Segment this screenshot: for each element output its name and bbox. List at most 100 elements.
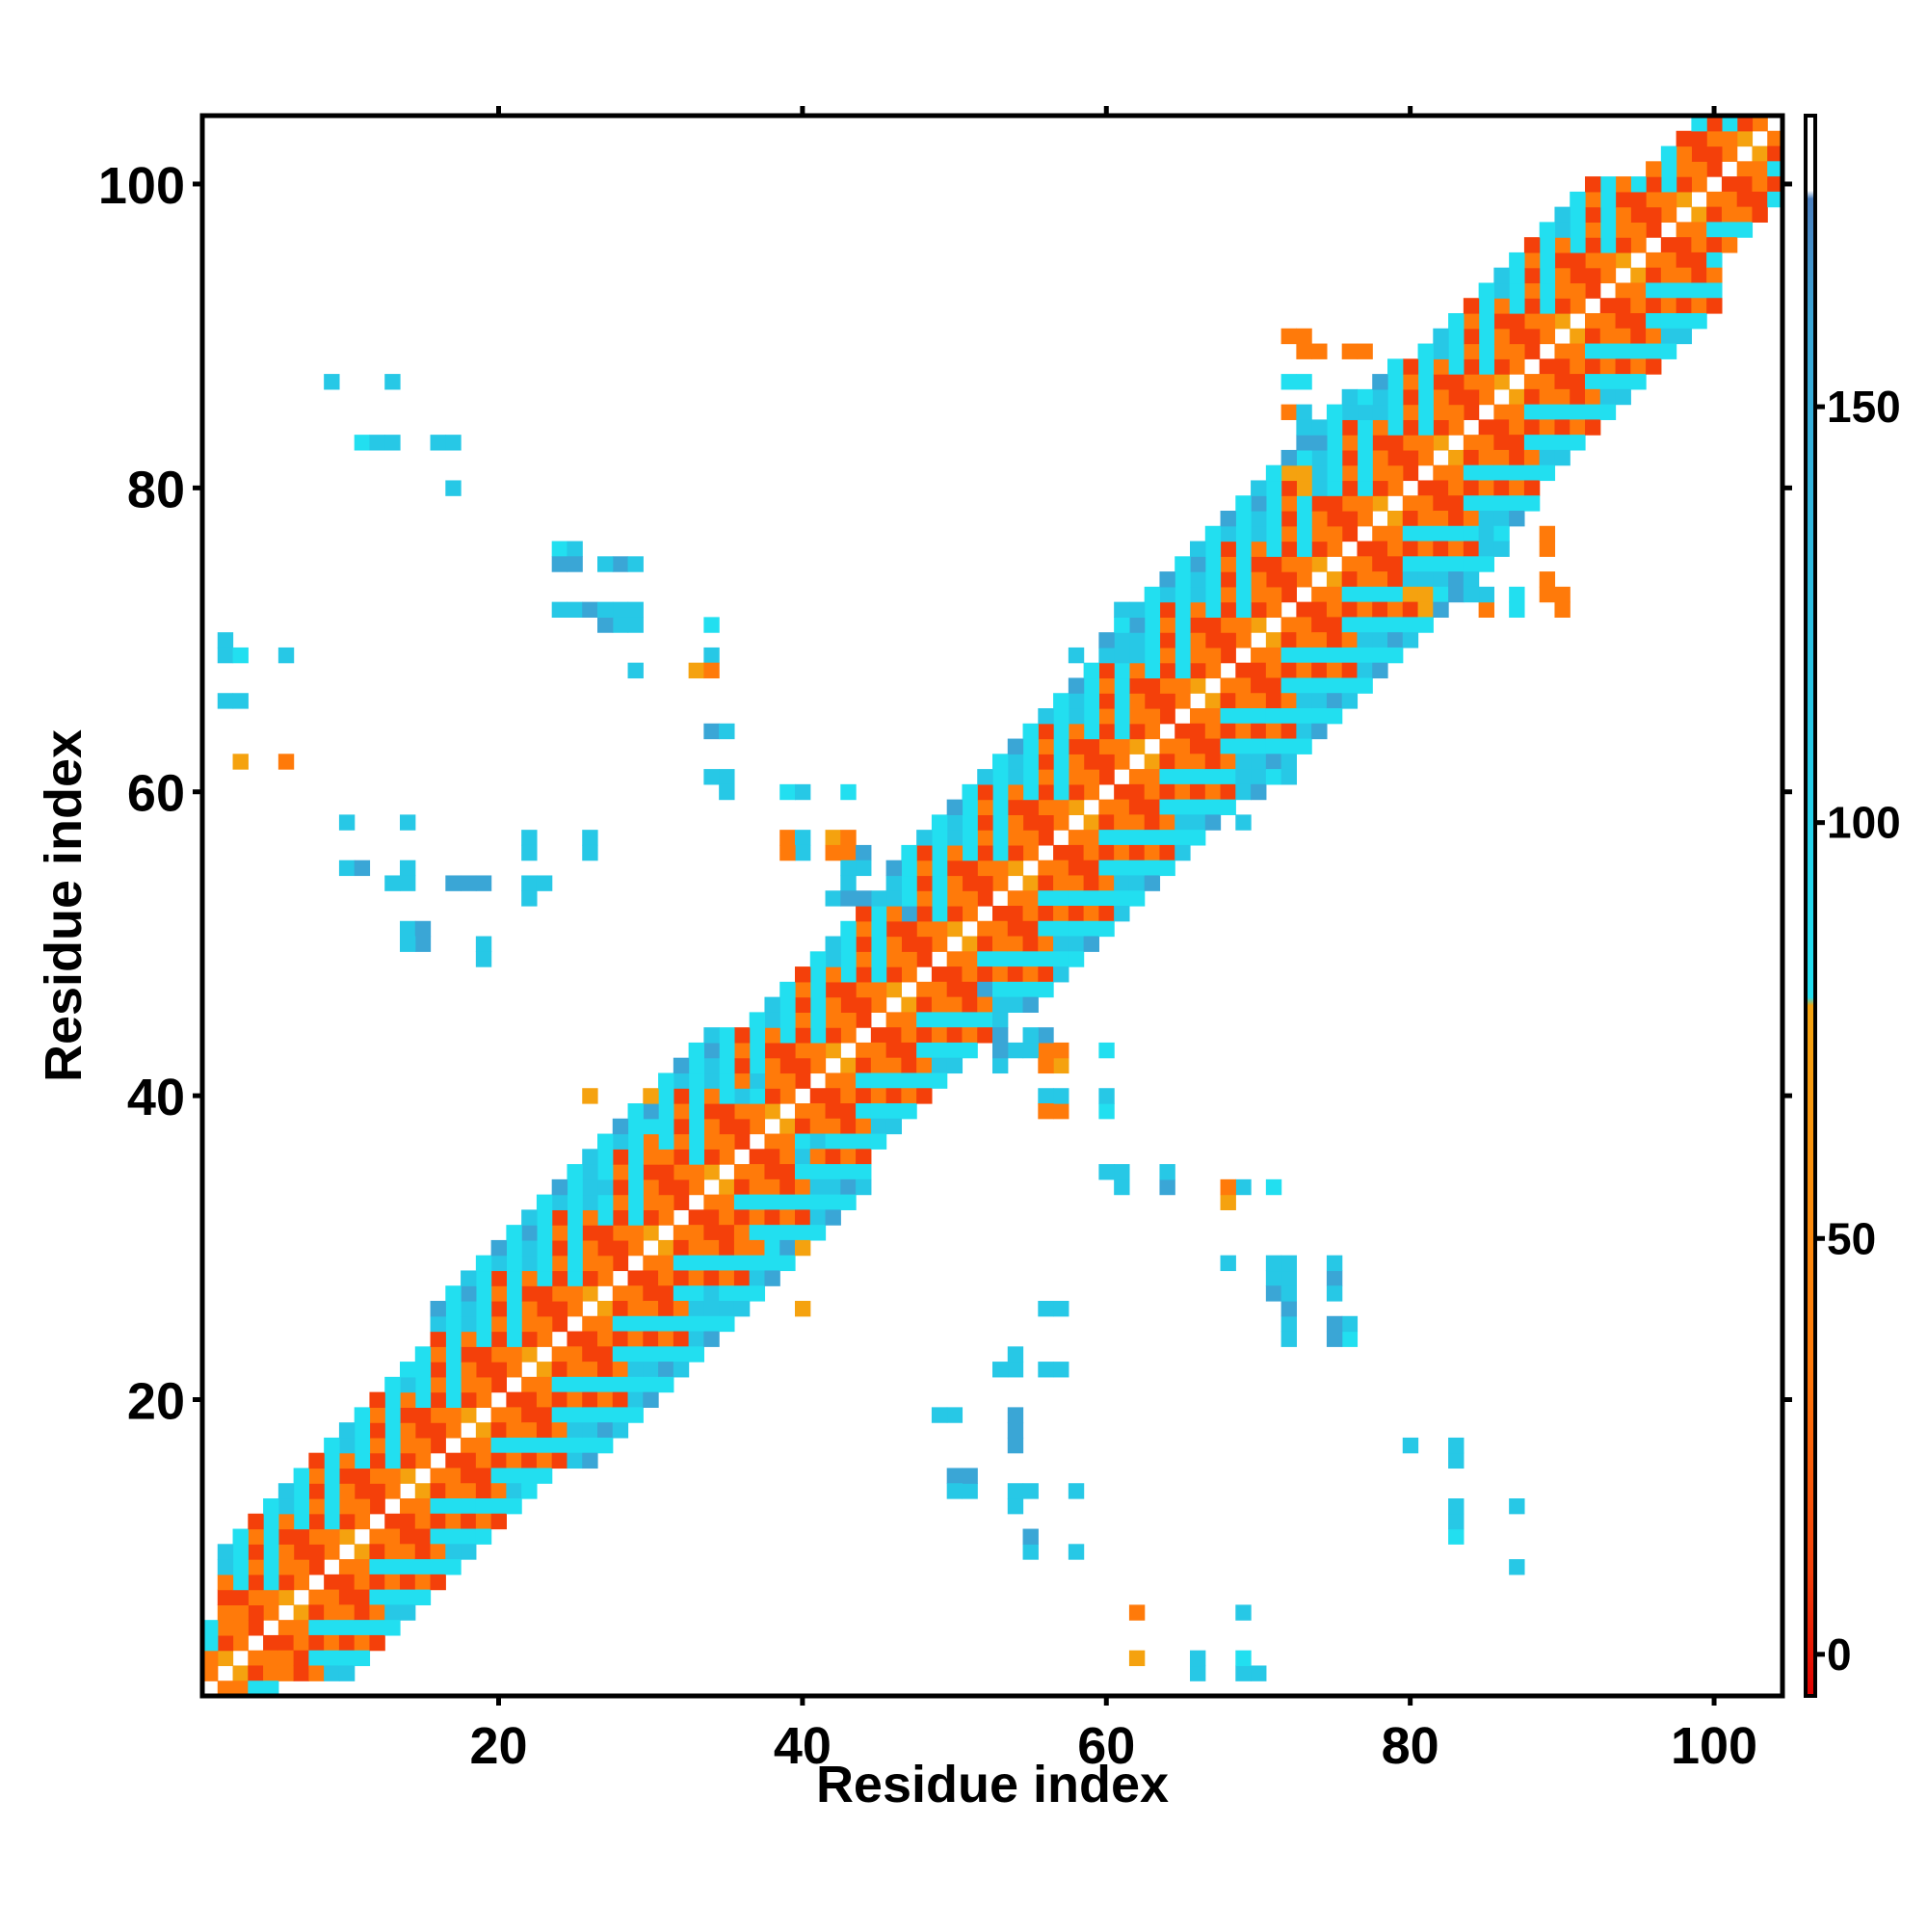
heatmap-cell bbox=[1038, 981, 1054, 998]
heatmap-cell bbox=[1068, 951, 1085, 967]
heatmap-cell bbox=[445, 1315, 462, 1333]
heatmap-cell bbox=[490, 1315, 507, 1333]
heatmap-cell bbox=[384, 1468, 401, 1484]
x-tick-label: 100 bbox=[1671, 1717, 1757, 1775]
heatmap-cells bbox=[202, 116, 1783, 1697]
heatmap-cell bbox=[1326, 419, 1343, 436]
heatmap-cell bbox=[916, 844, 933, 861]
heatmap-cell bbox=[733, 1194, 751, 1210]
heatmap-cell bbox=[1402, 449, 1419, 466]
heatmap-cell bbox=[1159, 754, 1175, 770]
heatmap-cell bbox=[1068, 708, 1085, 725]
heatmap-cell bbox=[369, 1559, 385, 1575]
heatmap-cell bbox=[992, 754, 1009, 770]
heatmap-cell bbox=[490, 1422, 507, 1439]
heatmap-cell bbox=[1022, 906, 1039, 922]
heatmap-cell bbox=[445, 1407, 462, 1423]
heatmap-cell bbox=[1265, 738, 1282, 754]
heatmap-cell bbox=[719, 1057, 735, 1074]
heatmap-cell bbox=[1523, 237, 1541, 253]
heatmap-cell bbox=[1706, 237, 1723, 253]
heatmap-cell bbox=[1190, 814, 1206, 831]
heatmap-cell bbox=[1448, 1498, 1465, 1515]
heatmap-cell bbox=[1646, 176, 1662, 193]
heatmap-cell bbox=[1585, 176, 1601, 193]
heatmap-cell bbox=[1296, 328, 1312, 345]
heatmap-cell bbox=[962, 1468, 978, 1484]
heatmap-cell bbox=[764, 1194, 780, 1210]
heatmap-cell bbox=[1433, 419, 1449, 436]
heatmap-cell bbox=[1022, 738, 1039, 754]
heatmap-cell bbox=[430, 1391, 446, 1408]
heatmap-cell bbox=[749, 1118, 766, 1135]
heatmap-cell bbox=[1007, 906, 1024, 922]
heatmap-cell bbox=[977, 936, 993, 952]
heatmap-cell bbox=[1296, 677, 1312, 694]
heatmap-cell bbox=[551, 1194, 568, 1210]
heatmap-cell bbox=[1357, 541, 1373, 557]
heatmap-cell bbox=[1539, 374, 1556, 390]
heatmap-cell bbox=[551, 1346, 568, 1363]
heatmap-cell bbox=[749, 1088, 766, 1104]
heatmap-cell bbox=[384, 1559, 401, 1575]
heatmap-cell bbox=[825, 1072, 841, 1089]
heatmap-cell bbox=[1387, 435, 1404, 451]
heatmap-cell bbox=[400, 1422, 416, 1439]
heatmap-cell bbox=[1646, 343, 1662, 359]
heatmap-cell bbox=[733, 1057, 751, 1074]
heatmap-cell bbox=[1128, 617, 1146, 633]
heatmap-cell bbox=[1721, 130, 1738, 147]
heatmap-cell bbox=[506, 1407, 522, 1423]
heatmap-cell bbox=[1038, 875, 1054, 891]
heatmap-cell bbox=[1038, 951, 1054, 967]
heatmap-cell bbox=[1175, 814, 1191, 831]
heatmap-cell bbox=[1175, 693, 1191, 709]
heatmap-cell bbox=[1646, 161, 1662, 177]
heatmap-cell bbox=[1128, 662, 1146, 679]
heatmap-cell bbox=[1448, 511, 1465, 527]
heatmap-cell bbox=[1493, 404, 1510, 420]
heatmap-cell bbox=[840, 860, 857, 877]
heatmap-cell bbox=[1190, 738, 1206, 754]
heatmap-cell bbox=[1235, 525, 1252, 543]
heatmap-cell bbox=[1007, 814, 1024, 831]
heatmap-cell bbox=[536, 1468, 553, 1484]
heatmap-cell bbox=[1038, 769, 1054, 785]
heatmap-cell bbox=[1068, 647, 1085, 664]
heatmap-cell bbox=[1523, 435, 1541, 451]
heatmap-cell bbox=[703, 647, 720, 664]
heatmap-cell bbox=[1585, 237, 1601, 253]
heatmap-cell bbox=[461, 1376, 477, 1393]
heatmap-cell bbox=[885, 920, 902, 938]
heatmap-cell bbox=[1433, 556, 1449, 572]
heatmap-cell bbox=[338, 1437, 356, 1454]
heatmap-cell bbox=[1357, 677, 1373, 694]
heatmap-cell bbox=[1098, 920, 1115, 938]
heatmap-cell bbox=[1357, 647, 1373, 664]
heatmap-cell bbox=[1022, 830, 1039, 846]
heatmap-cell bbox=[764, 1149, 780, 1165]
heatmap-cell bbox=[749, 1178, 766, 1196]
heatmap-cell bbox=[1357, 388, 1373, 406]
heatmap-cell bbox=[475, 1301, 492, 1317]
heatmap-cell bbox=[475, 1513, 492, 1530]
heatmap-cell bbox=[946, 906, 964, 922]
heatmap-cell bbox=[1463, 511, 1480, 527]
heatmap-cell bbox=[1523, 388, 1541, 406]
heatmap-cell bbox=[1220, 1194, 1236, 1210]
heatmap-cell bbox=[1706, 130, 1723, 147]
heatmap-cell bbox=[1721, 191, 1738, 208]
heatmap-cell bbox=[1280, 1301, 1297, 1317]
heatmap-cell bbox=[1767, 191, 1783, 208]
heatmap-cell bbox=[582, 1225, 598, 1241]
heatmap-cell bbox=[1098, 860, 1115, 877]
heatmap-cell bbox=[1341, 1331, 1359, 1347]
heatmap-cell bbox=[1053, 936, 1069, 952]
heatmap-cell bbox=[217, 647, 234, 664]
heatmap-cell bbox=[506, 1331, 522, 1347]
heatmap-cell bbox=[400, 1362, 416, 1378]
heatmap-cell bbox=[1128, 830, 1146, 846]
heatmap-cell bbox=[870, 1027, 887, 1044]
heatmap-cell bbox=[901, 936, 917, 952]
heatmap-cell bbox=[1204, 632, 1222, 648]
